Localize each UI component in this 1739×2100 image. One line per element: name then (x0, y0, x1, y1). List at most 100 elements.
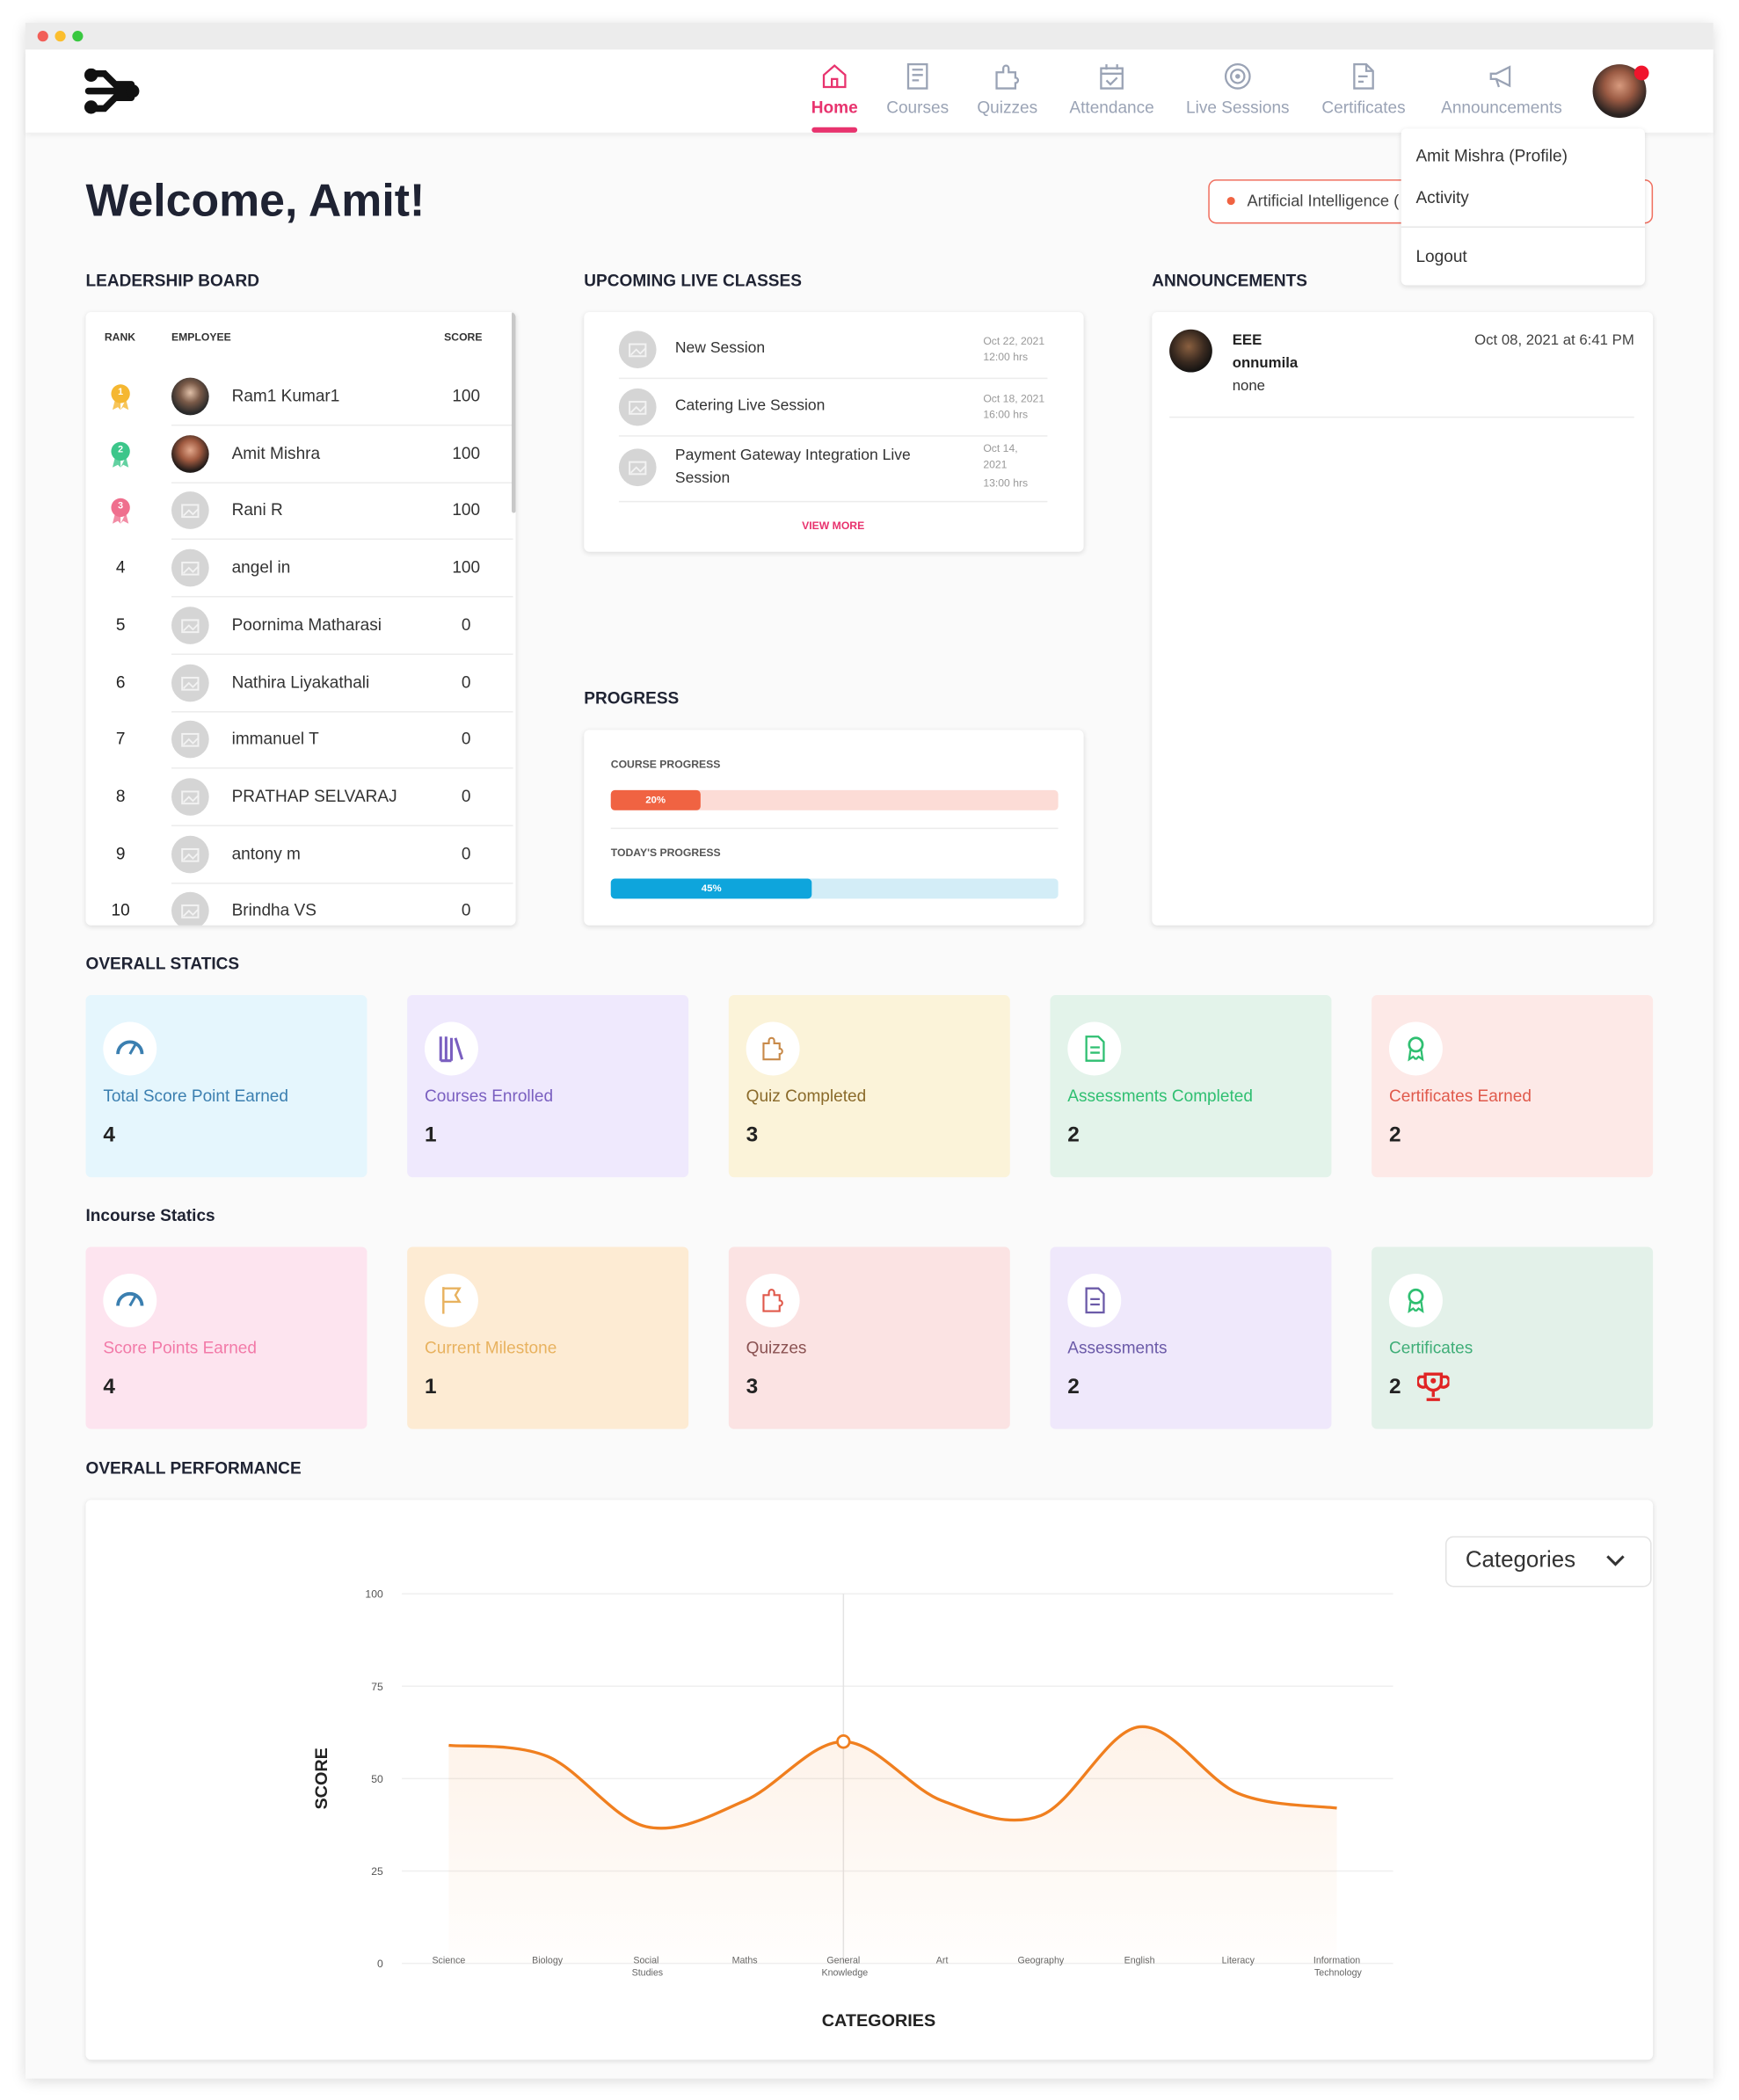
y-tick-label: 0 (377, 1958, 383, 1970)
stat-icon (103, 1273, 157, 1327)
row-separator (171, 539, 513, 541)
section-title: UPCOMING LIVE CLASSES (584, 271, 802, 290)
author-avatar (1169, 329, 1212, 373)
avatar-placeholder (171, 720, 209, 759)
progress-label: TODAY'S PROGRESS (610, 847, 721, 859)
avatar-placeholder (618, 388, 657, 426)
score: 0 (461, 672, 471, 692)
welcome: Welcome, Amit! (85, 175, 426, 227)
progress-track (610, 789, 1059, 810)
employee-name: Poornima Matharasi (231, 614, 382, 635)
session-name: Catering Live Session (674, 397, 826, 414)
dropdown-item[interactable]: Logout (1415, 247, 1467, 266)
stat-label: Quiz Completed (746, 1086, 867, 1106)
logo[interactable] (83, 68, 140, 114)
stat-icon (424, 1021, 478, 1076)
stat-icon (1388, 1021, 1443, 1076)
section-title: OVERALL PERFORMANCE (85, 1458, 302, 1479)
employee-name: Brindha VS (231, 901, 317, 920)
nav-icon (903, 62, 933, 91)
section-title: ANNOUNCEMENTS (1152, 271, 1308, 290)
nav-item[interactable]: Courses (886, 98, 950, 118)
avatar-placeholder (171, 606, 209, 644)
stat-value: 4 (103, 1376, 115, 1399)
row-separator (171, 882, 513, 883)
stat-card: Current Milestone 1 (407, 1246, 689, 1429)
dropdown-item[interactable]: Amit Mishra (Profile) (1415, 146, 1568, 166)
scrollbar (512, 311, 516, 513)
session-name: Payment Gateway Integration Live Session (674, 447, 911, 487)
employee-name: Rani R (231, 500, 283, 520)
stat-card: Assessments Completed 2 (1050, 995, 1332, 1178)
table-header: RANK (104, 331, 136, 344)
nav-icon (1487, 62, 1517, 91)
nav-icon (819, 62, 849, 91)
stat-value: 3 (746, 1376, 759, 1399)
rank: 4 (115, 557, 126, 578)
employee-name: Nathira Liyakathali (231, 672, 370, 692)
announcement-title: EEE (1232, 332, 1262, 349)
progress-fill (610, 789, 701, 810)
window-dot (55, 31, 66, 42)
stat-icon (746, 1273, 800, 1327)
rank: 8 (115, 786, 126, 806)
rank: 10 (111, 901, 130, 920)
session-date: Oct 22, 2021 (983, 335, 1045, 347)
stat-icon (103, 1021, 157, 1076)
y-axis-label: SCORE (312, 1748, 331, 1809)
nav-item[interactable]: Live Sessions (1186, 98, 1290, 118)
nav-item[interactable]: Home (811, 98, 858, 118)
avatar-placeholder (171, 663, 209, 701)
trophy-icon (1415, 1370, 1451, 1406)
stat-card: Quiz Completed 3 (728, 995, 1010, 1178)
stat-icon (1388, 1273, 1443, 1327)
dropdown-item[interactable]: Activity (1415, 188, 1469, 207)
score: 0 (461, 729, 471, 749)
nav-item[interactable]: Certificates (1321, 98, 1406, 118)
row-separator (171, 825, 513, 826)
score: 100 (452, 500, 481, 520)
nav-item[interactable]: Announcements (1441, 98, 1562, 118)
stat-icon (1067, 1273, 1122, 1327)
section-title: PROGRESS (584, 688, 680, 708)
nav-item[interactable]: Quizzes (977, 98, 1038, 118)
stat-value: 3 (746, 1123, 759, 1147)
nav-item[interactable]: Attendance (1069, 98, 1154, 118)
rank-medal (110, 440, 131, 468)
x-axis-label: CATEGORIES (822, 2011, 935, 2031)
stat-label: Courses Enrolled (424, 1086, 554, 1106)
session-name: New Session (674, 340, 766, 357)
score: 0 (461, 786, 471, 806)
line (448, 1725, 1337, 1830)
section-title: LEADERSHIP BOARD (85, 271, 260, 290)
y-tick-label: 50 (371, 1773, 383, 1785)
announcement-author: onnumila (1232, 355, 1299, 372)
rank-medal (110, 383, 131, 411)
progress-label: COURSE PROGRESS (610, 758, 721, 771)
header (25, 49, 1714, 133)
stat-value: 1 (424, 1123, 437, 1147)
avatar-placeholder (171, 892, 209, 926)
stat-value: 2 (1067, 1376, 1080, 1399)
score: 0 (461, 844, 471, 863)
table-header: SCORE (444, 331, 483, 344)
score: 0 (461, 901, 471, 920)
rank: 2 (118, 445, 124, 455)
nav-icon (1097, 62, 1127, 91)
rank: 5 (115, 614, 126, 635)
session-date: Oct 14, 2021 (983, 442, 1018, 470)
view-more[interactable]: VIEW MORE (802, 520, 865, 533)
rank-medal (110, 498, 131, 525)
stat-value: 2 (1388, 1376, 1401, 1399)
stat-value: 2 (1388, 1123, 1401, 1147)
window-dot (37, 31, 48, 42)
row-separator (171, 767, 513, 769)
session-time: 12:00 hrs (983, 351, 1029, 364)
avatar-placeholder (171, 549, 209, 587)
score: 100 (452, 386, 481, 405)
row-separator (171, 596, 513, 598)
employee-name: antony m (231, 844, 301, 863)
dropdown-separator (1401, 226, 1645, 229)
rank: 1 (118, 388, 124, 398)
